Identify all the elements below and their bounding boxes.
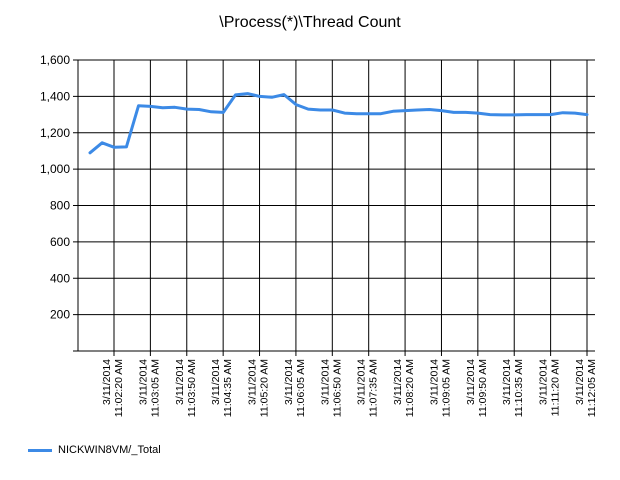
x-tick-label: 3/11/201411:04:35 AM xyxy=(210,359,234,417)
legend: NICKWIN8VM/_Total xyxy=(28,444,161,456)
y-tick-label: 600 xyxy=(50,235,70,249)
x-tick-label: 3/11/201411:03:05 AM xyxy=(137,359,161,417)
y-tick-label: 400 xyxy=(50,271,70,285)
x-tick-label: 3/11/201411:05:20 AM xyxy=(247,359,271,417)
y-tick-label: 1,400 xyxy=(40,89,70,103)
y-tick-label: 800 xyxy=(50,199,70,213)
x-tick-label: 3/11/201411:06:50 AM xyxy=(319,359,343,417)
y-tick-label: 1,000 xyxy=(40,162,70,176)
x-tick-label: 3/11/201411:06:05 AM xyxy=(283,359,307,417)
legend-label: NICKWIN8VM/_Total xyxy=(58,444,161,456)
x-tick-label: 3/11/201411:09:50 AM xyxy=(465,359,489,417)
series-line xyxy=(88,92,589,155)
x-tick-label: 3/11/201411:10:35 AM xyxy=(501,359,525,417)
legend-swatch xyxy=(28,448,52,452)
x-tick-label: 3/11/201411:12:05 AM xyxy=(574,359,598,417)
x-tick-label: 3/11/201411:03:50 AM xyxy=(174,359,198,417)
x-tick-label: 3/11/201411:08:20 AM xyxy=(392,359,416,417)
chart-title: \Process(*)\Thread Count xyxy=(219,14,401,31)
x-tick-label: 3/11/201411:09:05 AM xyxy=(428,359,452,417)
y-tick-label: 200 xyxy=(50,308,70,322)
x-tick-label: 3/11/201411:02:20 AM xyxy=(101,359,125,417)
x-tick-label: 3/11/201411:07:35 AM xyxy=(356,359,380,417)
y-tick-label: 1,600 xyxy=(40,53,70,67)
y-tick-label: 1,200 xyxy=(40,126,70,140)
x-tick-label: 3/11/201411:11:20 AM xyxy=(538,359,562,417)
